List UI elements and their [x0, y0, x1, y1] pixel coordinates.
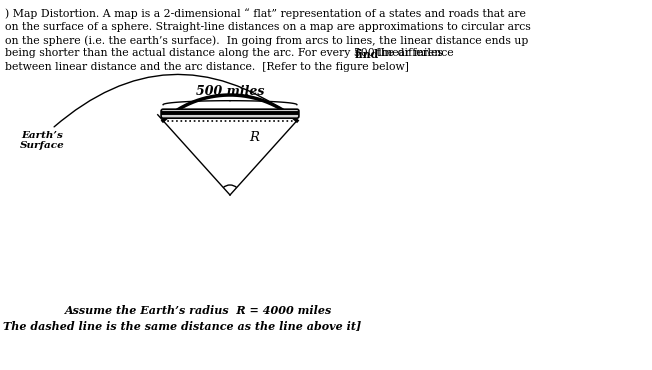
FancyBboxPatch shape: [161, 109, 299, 118]
Text: Assume the Earth’s radius  R = 4000 miles: Assume the Earth’s radius R = 4000 miles: [65, 305, 333, 316]
Text: Earth’s
Surface: Earth’s Surface: [20, 131, 65, 150]
Text: the difference: the difference: [373, 48, 454, 58]
Text: being shorter than the actual distance along the arc. For every 500 linear miles: being shorter than the actual distance a…: [5, 48, 447, 58]
Text: R: R: [250, 131, 259, 144]
Text: The dashed line is the same distance as the line above it]: The dashed line is the same distance as …: [3, 320, 361, 331]
Text: find: find: [355, 48, 379, 60]
Text: between linear distance and the arc distance.  [Refer to the figure below]: between linear distance and the arc dist…: [5, 62, 409, 72]
Text: ) Map Distortion. A map is a 2-dimensional “ flat” representation of a states an: ) Map Distortion. A map is a 2-dimension…: [5, 8, 526, 19]
Text: on the surface of a sphere. Straight-line distances on a map are approximations : on the surface of a sphere. Straight-lin…: [5, 21, 531, 31]
Text: 500 miles: 500 miles: [196, 85, 264, 98]
Text: on the sphere (i.e. the earth’s surface).  In going from arcs to lines, the line: on the sphere (i.e. the earth’s surface)…: [5, 35, 528, 46]
